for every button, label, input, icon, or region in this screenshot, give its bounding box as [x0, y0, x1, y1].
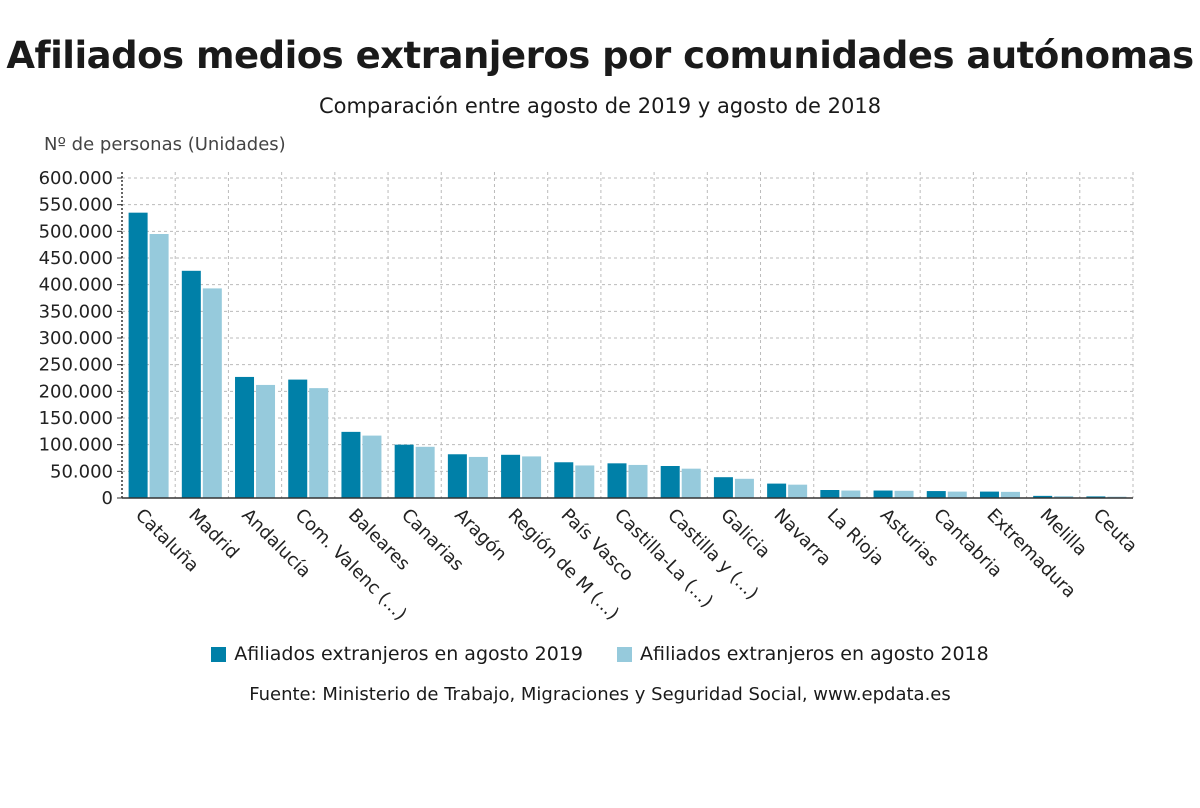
y-tick-label: 200.000	[39, 381, 113, 402]
legend-label-2019: Afiliados extranjeros en agosto 2019	[234, 643, 583, 665]
legend: Afiliados extranjeros en agosto 2019 Afi…	[0, 643, 1200, 665]
bar-2018	[734, 478, 754, 498]
y-tick-label: 50.000	[50, 461, 113, 482]
bar-2018	[1000, 491, 1020, 498]
bar-2019	[181, 270, 201, 498]
bar-2018	[1054, 496, 1074, 498]
chart-subtitle: Comparación entre agosto de 2019 y agost…	[318, 94, 882, 118]
bar-2019	[128, 212, 148, 498]
bar-chart: 0 50.000 100.000 150.000 200.000 250.000 300.0…	[39, 168, 1142, 625]
bar-2018	[841, 490, 861, 498]
y-tick-label: 600.000	[39, 168, 113, 189]
bar-2019	[660, 466, 680, 498]
bar-2019	[501, 454, 521, 498]
y-tick-label: 0	[102, 488, 113, 509]
chart-title: Afiliados medios extranjeros por comunid…	[6, 34, 1194, 77]
bar-2018	[894, 490, 914, 498]
x-tick-label: Asturias	[876, 505, 942, 571]
bar-2018	[947, 491, 967, 498]
bar-2018	[788, 484, 808, 498]
x-tick-label: Ceuta	[1089, 505, 1141, 557]
y-tick-label: 400.000	[39, 275, 113, 296]
bar-2018	[362, 435, 382, 498]
bar-2019	[1086, 496, 1106, 498]
x-tick-label: La Rioja	[823, 505, 888, 570]
y-tick-label: 250.000	[39, 355, 113, 376]
bar-2018	[202, 288, 222, 498]
y-tick-label: 550.000	[39, 195, 113, 216]
y-tick-label: 450.000	[39, 248, 113, 269]
bar-2019	[820, 490, 840, 498]
y-tick-label: 300.000	[39, 328, 113, 349]
bar-2019	[873, 490, 893, 498]
bar-2019	[235, 376, 255, 498]
x-tick-label: Castilla y (...)	[663, 505, 762, 604]
bar-2018	[681, 468, 701, 498]
legend-item-2018: Afiliados extranjeros en agosto 2018	[617, 643, 989, 665]
bar-2018	[575, 465, 595, 498]
y-axis-label: Nº de personas (Unidades)	[44, 134, 286, 155]
y-tick-label: 150.000	[39, 408, 113, 429]
bar-2019	[394, 444, 414, 498]
bar-2018	[522, 456, 542, 498]
bar-2019	[713, 477, 733, 498]
bar-2019	[979, 491, 999, 498]
bar-2019	[447, 454, 467, 498]
bar-2019	[767, 483, 787, 498]
y-tick-label: 500.000	[39, 221, 113, 242]
bar-2018	[309, 388, 329, 498]
legend-label-2018: Afiliados extranjeros en agosto 2018	[640, 643, 989, 665]
bar-2018	[628, 464, 648, 498]
bar-2019	[288, 379, 308, 498]
legend-swatch-2019	[211, 646, 227, 662]
x-tick-label: Navarra	[770, 505, 836, 571]
bar-2018	[256, 384, 276, 498]
legend-item-2019: Afiliados extranjeros en agosto 2019	[211, 643, 583, 665]
bar-2018	[468, 456, 488, 498]
legend-swatch-2018	[617, 646, 632, 662]
bar-2019	[1033, 495, 1053, 498]
y-tick-label: 100.000	[39, 435, 113, 456]
bar-2018	[149, 234, 169, 498]
bar-2019	[926, 491, 946, 498]
source-note: Fuente: Ministerio de Trabajo, Migracion…	[249, 684, 951, 705]
bar-2019	[341, 431, 361, 498]
bar-2019	[607, 463, 627, 498]
y-tick-label: 350.000	[39, 301, 113, 322]
bar-2018	[415, 446, 435, 498]
bar-2019	[554, 462, 574, 498]
